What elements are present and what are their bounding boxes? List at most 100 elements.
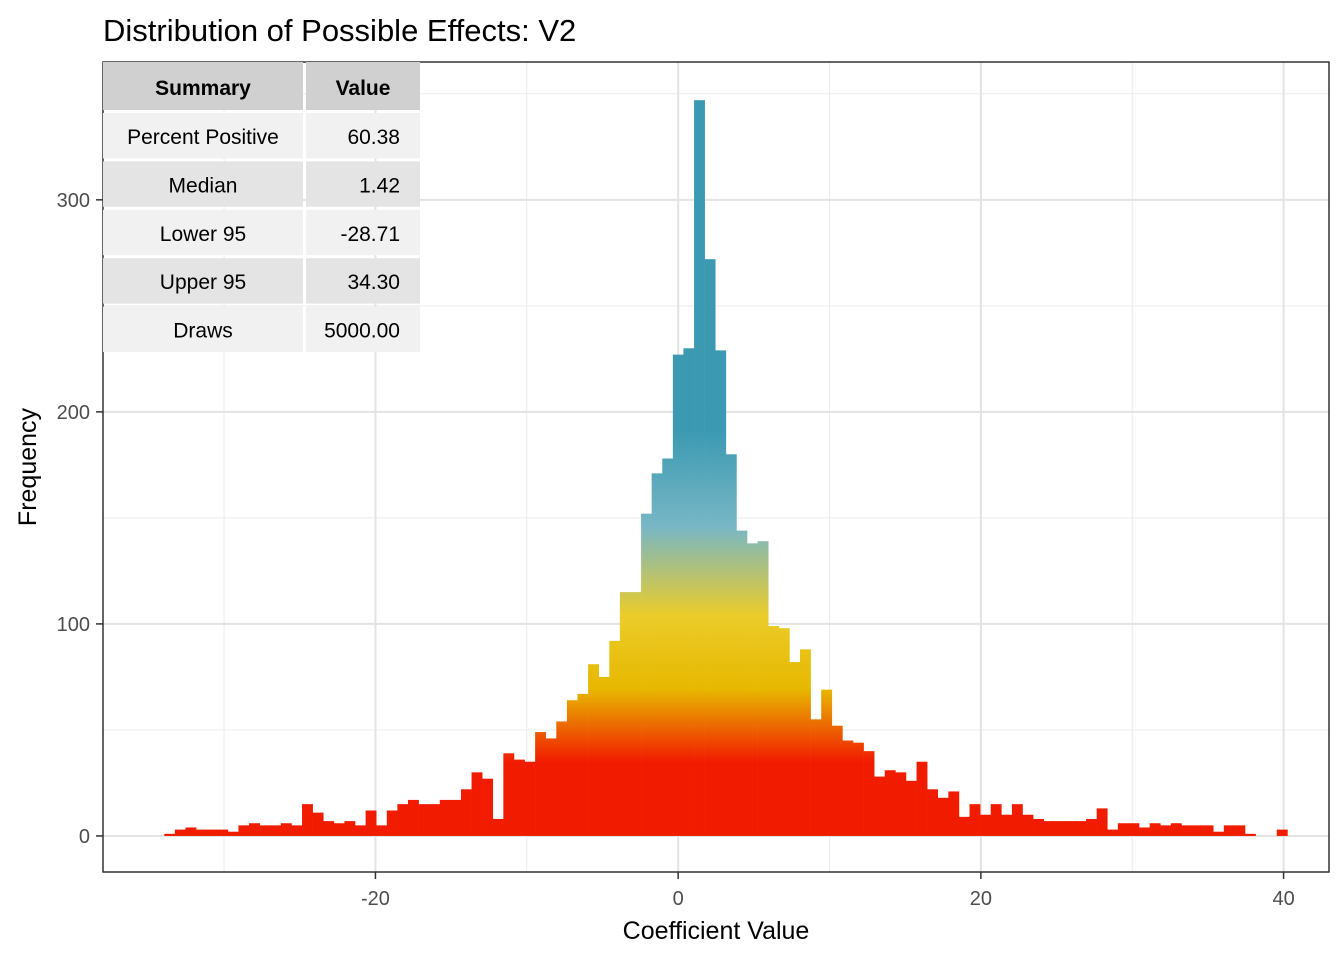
histogram-bar — [736, 530, 748, 836]
histogram-bar — [937, 797, 949, 836]
histogram-bar — [842, 740, 854, 836]
histogram-bar — [1244, 833, 1256, 836]
histogram-bar — [609, 640, 621, 836]
table-header-cell — [103, 62, 303, 110]
histogram-bar — [492, 818, 504, 836]
table-row-value: 5000.00 — [324, 320, 400, 343]
histogram-bar — [1054, 821, 1066, 836]
histogram-bar — [725, 454, 737, 836]
histogram-bar — [1096, 808, 1108, 836]
histogram-bar — [1117, 823, 1129, 836]
histogram-bar — [355, 825, 366, 836]
histogram-bar — [1149, 823, 1161, 836]
histogram-bar — [1276, 829, 1288, 836]
histogram-bar — [694, 100, 705, 836]
chart-title: Distribution of Possible Effects: V2 — [103, 13, 576, 48]
histogram-bar — [630, 592, 642, 836]
histogram-bar — [259, 825, 271, 836]
table-row-label: Percent Positive — [127, 126, 279, 149]
histogram-bar — [704, 259, 716, 836]
table-row-value: 60.38 — [347, 126, 400, 149]
histogram-bar — [577, 693, 589, 836]
histogram-bar — [884, 770, 896, 836]
histogram-bar — [990, 804, 1002, 836]
histogram-bar — [482, 778, 494, 836]
histogram-bar — [291, 825, 303, 836]
y-tick-label: 300 — [57, 190, 90, 212]
histogram-bar — [672, 354, 684, 836]
histogram-bar — [196, 829, 207, 836]
histogram-bar — [185, 827, 197, 836]
table-row-value: -28.71 — [340, 223, 400, 246]
histogram-bar — [376, 825, 388, 836]
histogram-bar — [874, 776, 886, 836]
histogram-bar — [895, 772, 907, 836]
histogram-bar — [641, 513, 652, 836]
table-header-value: Value — [336, 77, 391, 100]
histogram-bar — [280, 823, 292, 836]
histogram-bar — [1033, 818, 1044, 836]
histogram-bar — [1086, 818, 1097, 836]
table-cell — [103, 113, 303, 159]
histogram-bar — [1022, 814, 1034, 836]
x-axis-title: Coefficient Value — [623, 917, 810, 945]
histogram-bar — [619, 592, 631, 836]
histogram-bar — [1064, 821, 1076, 836]
histogram-bar — [503, 753, 515, 836]
histogram-bar — [217, 829, 229, 836]
table-row-value: 34.30 — [347, 271, 400, 294]
table-cell — [306, 209, 420, 256]
y-tick-label: 200 — [57, 402, 90, 424]
histogram-bar — [333, 823, 345, 836]
table-cell — [103, 258, 303, 304]
histogram-bar — [1202, 825, 1214, 836]
table-row-label: Draws — [173, 320, 233, 343]
y-tick-label: 0 — [79, 826, 90, 848]
histogram-bar — [344, 821, 356, 836]
histogram-bar — [715, 350, 727, 836]
histogram-bar — [206, 829, 218, 836]
x-axis: -20 0 20 40 — [361, 872, 1295, 910]
histogram-bar — [418, 804, 430, 836]
x-tick-label: -20 — [361, 888, 390, 910]
histogram-bar — [407, 799, 419, 836]
table-cell — [306, 306, 420, 352]
histogram-bar — [969, 804, 981, 836]
histogram-bar — [460, 789, 472, 836]
histogram-bar — [588, 664, 599, 836]
histogram-bar — [556, 721, 568, 836]
histogram-bar — [323, 821, 335, 836]
histogram-bar — [683, 348, 695, 836]
histogram-bar — [1043, 821, 1055, 836]
histogram-bar — [948, 791, 960, 836]
histogram-bar — [821, 689, 833, 836]
histogram-bar — [386, 810, 398, 836]
table-cell — [103, 209, 303, 256]
histogram-bar — [1075, 821, 1087, 836]
table-row-label: Upper 95 — [160, 271, 246, 294]
histogram-bar — [747, 543, 758, 836]
table-cell — [306, 258, 420, 304]
y-axis: 0 100 200 300 — [57, 190, 103, 848]
x-tick-label: 0 — [673, 888, 684, 910]
plot-panel-border — [102, 61, 1330, 873]
histogram-bar — [863, 751, 875, 836]
table-row-label: Lower 95 — [160, 223, 246, 246]
histogram-bar — [1107, 829, 1119, 836]
histogram-bar — [439, 799, 451, 836]
histogram-bar — [513, 759, 525, 836]
histogram-bar — [164, 833, 176, 836]
histogram-bar — [800, 649, 811, 836]
histogram-bar — [397, 804, 409, 836]
histogram-bar — [312, 812, 324, 836]
histogram-bar — [662, 458, 674, 836]
histogram-bar — [651, 473, 663, 836]
histogram-bar — [1181, 825, 1193, 836]
histogram-bar — [1001, 814, 1013, 836]
histogram-bar — [227, 831, 239, 836]
summary-table: Summary Value Percent Positive 60.38 Median 1… — [103, 62, 420, 352]
table-row-label: Median — [169, 174, 238, 197]
histogram-bar — [905, 780, 917, 836]
histogram-bar — [238, 825, 250, 836]
